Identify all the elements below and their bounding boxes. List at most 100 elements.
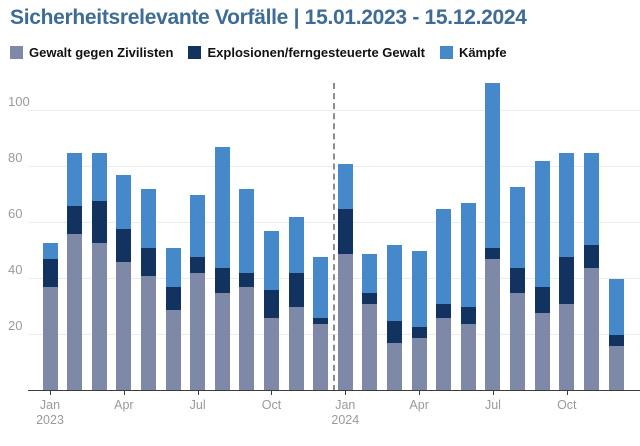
bar-segment-may-2024-s2: [436, 209, 452, 305]
bar-segment-oct-2024-s0: [559, 304, 575, 391]
bar-segment-oct-2024-s2: [559, 153, 575, 257]
bar-segment-mar-2024-s2: [387, 245, 403, 321]
legend-swatch-icon: [439, 46, 453, 59]
bar-segment-apr-2024-s1: [411, 326, 427, 338]
x-axis-line: [28, 390, 640, 391]
bar-segment-apr-2024-s0: [411, 337, 427, 391]
x-axis-label: Jul: [485, 398, 501, 413]
bar-segment-aug-2024-s0: [510, 293, 526, 391]
legend-item-2: Kämpfe: [439, 45, 507, 60]
x-axis-tick: [271, 391, 273, 395]
bar-segment-jan-2024-s0: [337, 253, 353, 391]
year-divider-line: [333, 83, 335, 391]
bar-segment-jun-2024-s0: [460, 323, 476, 391]
bar-segment-jul-2023-s1: [190, 256, 206, 274]
legend-label: Gewalt gegen Zivilisten: [29, 45, 174, 60]
bar-segment-nov-2023-s0: [288, 307, 304, 391]
bar-segment-may-2023-s1: [140, 248, 156, 277]
bar-segment-jan-2023-s2: [42, 242, 58, 260]
bar-segment-jan-2024-s1: [337, 209, 353, 254]
legend-label: Kämpfe: [458, 45, 507, 60]
bar-segment-feb-2024-s1: [362, 293, 378, 305]
y-axis-label-100: 100: [8, 94, 30, 109]
x-axis-tick: [566, 391, 568, 395]
bar-segment-feb-2024-s2: [362, 253, 378, 293]
y-axis-label-80: 80: [8, 150, 23, 165]
bar-segment-dec-2023-s0: [313, 323, 329, 391]
chart-title: Sicherheitsrelevante Vorfälle | 15.01.20…: [10, 6, 527, 29]
legend-label: Explosionen/ferngesteuerte Gewalt: [207, 45, 425, 60]
bar-segment-jun-2024-s2: [460, 203, 476, 307]
x-axis-tick: [123, 391, 125, 395]
bar-segment-dec-2023-s2: [313, 256, 329, 319]
bar-segment-aug-2023-s1: [214, 267, 230, 293]
x-axis-label-month: Apr: [409, 398, 429, 412]
bar-segment-sep-2023-s0: [239, 287, 255, 391]
x-axis-label-month: Oct: [557, 398, 577, 412]
x-axis-label-month: Jan: [39, 398, 61, 412]
bar-segment-apr-2023-s0: [116, 262, 132, 391]
x-axis-label: Jan 2023: [36, 398, 64, 428]
bar-segment-nov-2023-s1: [288, 273, 304, 307]
x-axis-label: Apr: [114, 398, 133, 413]
bar-segment-oct-2023-s1: [263, 290, 279, 319]
bar-segment-oct-2023-s2: [263, 231, 279, 291]
bar-segment-feb-2023-s1: [67, 206, 83, 235]
bar-segment-sep-2024-s0: [534, 312, 550, 391]
bar-segment-apr-2023-s1: [116, 228, 132, 263]
bar-segment-jan-2023-s0: [42, 287, 58, 391]
bar-segment-jul-2023-s0: [190, 273, 206, 391]
plot-area: [28, 83, 640, 395]
bar-segment-jul-2023-s2: [190, 195, 206, 257]
bar-segment-jul-2024-s1: [485, 248, 501, 260]
bar-segment-mar-2024-s0: [387, 343, 403, 391]
bar-segment-mar-2023-s1: [91, 200, 107, 243]
y-axis-label-40: 40: [8, 262, 23, 277]
x-axis-label-month: Oct: [261, 398, 282, 412]
bar-segment-dec-2023-s1: [313, 318, 329, 324]
bar-segment-feb-2023-s2: [67, 153, 83, 207]
bar-segment-oct-2024-s1: [559, 256, 575, 305]
bar-segment-sep-2023-s2: [239, 189, 255, 274]
bar-segment-aug-2023-s2: [214, 147, 230, 268]
bar-segment-mar-2023-s0: [91, 242, 107, 391]
x-axis-label: Apr: [409, 398, 428, 413]
bar-segment-may-2024-s1: [436, 304, 452, 319]
bar-segment-nov-2024-s2: [583, 153, 599, 246]
x-axis-tick: [50, 391, 51, 395]
bar-segment-aug-2024-s1: [510, 267, 526, 293]
bar-segment-aug-2023-s0: [214, 293, 230, 391]
bar-segment-jun-2023-s2: [165, 248, 181, 288]
bar-segment-may-2024-s0: [436, 318, 452, 391]
x-axis-label: Oct: [557, 398, 576, 413]
legend-swatch-icon: [10, 46, 23, 59]
x-axis-label-month: Jul: [484, 398, 501, 412]
x-axis-label: Jul: [190, 398, 206, 413]
y-axis-label-60: 60: [8, 206, 23, 221]
bar-segment-jun-2023-s0: [165, 309, 181, 391]
bar-segment-aug-2024-s2: [510, 186, 526, 268]
x-axis-label: Jan 2024: [331, 398, 359, 428]
bar-segment-jan-2023-s1: [42, 259, 58, 288]
x-axis-label-month: Jul: [189, 398, 206, 412]
x-axis-label-year: 2024: [331, 413, 360, 427]
x-axis-label-year: 2023: [36, 413, 64, 427]
bar-segment-jun-2024-s1: [460, 307, 476, 324]
bar-segment-dec-2024-s1: [608, 335, 624, 347]
bar-segment-nov-2024-s1: [583, 245, 599, 268]
bar-segment-mar-2024-s1: [387, 321, 403, 344]
legend-item-1: Explosionen/ferngesteuerte Gewalt: [188, 45, 425, 60]
bar-segment-feb-2023-s0: [67, 234, 83, 391]
chart-legend: Gewalt gegen Zivilisten Explosionen/ferng…: [10, 45, 507, 60]
legend-swatch-icon: [188, 46, 202, 59]
x-axis-tick: [345, 391, 347, 395]
bar-segment-sep-2023-s1: [239, 273, 255, 288]
legend-item-0: Gewalt gegen Zivilisten: [10, 45, 173, 60]
x-axis-tick: [492, 391, 494, 395]
bar-segment-nov-2024-s0: [583, 267, 599, 391]
bar-segment-dec-2024-s0: [608, 346, 624, 391]
bar-segment-may-2023-s2: [140, 189, 156, 249]
x-axis-tick: [197, 391, 199, 395]
bar-segment-oct-2023-s0: [263, 318, 279, 391]
